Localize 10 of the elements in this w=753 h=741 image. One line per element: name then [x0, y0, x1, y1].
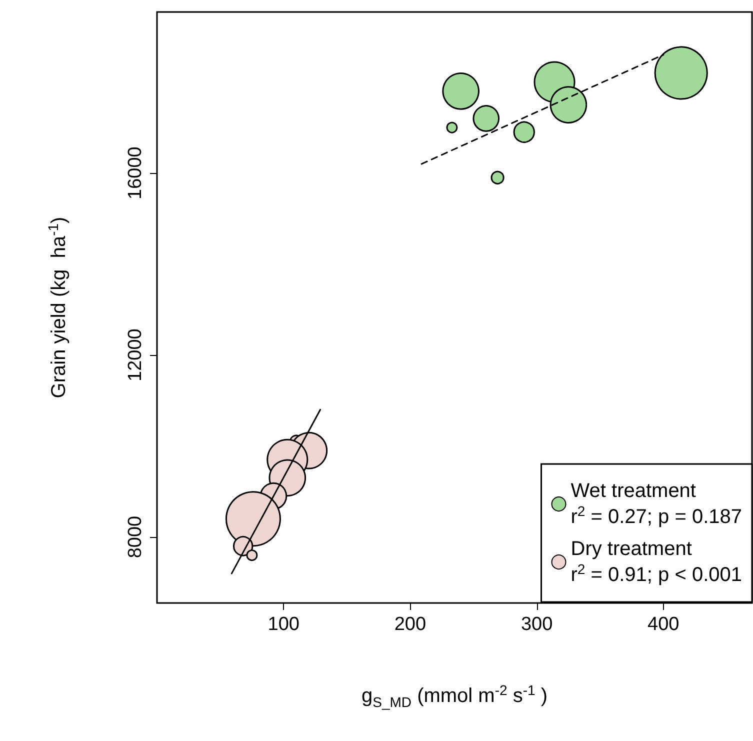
y-axis-title: Grain yield (kg ha-1)	[45, 216, 70, 398]
legend-label: Wet treatment	[570, 480, 696, 502]
legend-label: Dry treatment	[570, 538, 692, 560]
x-tick-label: 300	[520, 614, 553, 635]
y-tick-label: 12000	[125, 328, 146, 382]
y-tick-label: 16000	[125, 146, 146, 200]
x-tick-label: 200	[394, 614, 426, 635]
y-tick-label: 8000	[125, 516, 146, 558]
x-tick-label: 100	[268, 614, 300, 635]
x-tick-label: 400	[648, 614, 680, 635]
